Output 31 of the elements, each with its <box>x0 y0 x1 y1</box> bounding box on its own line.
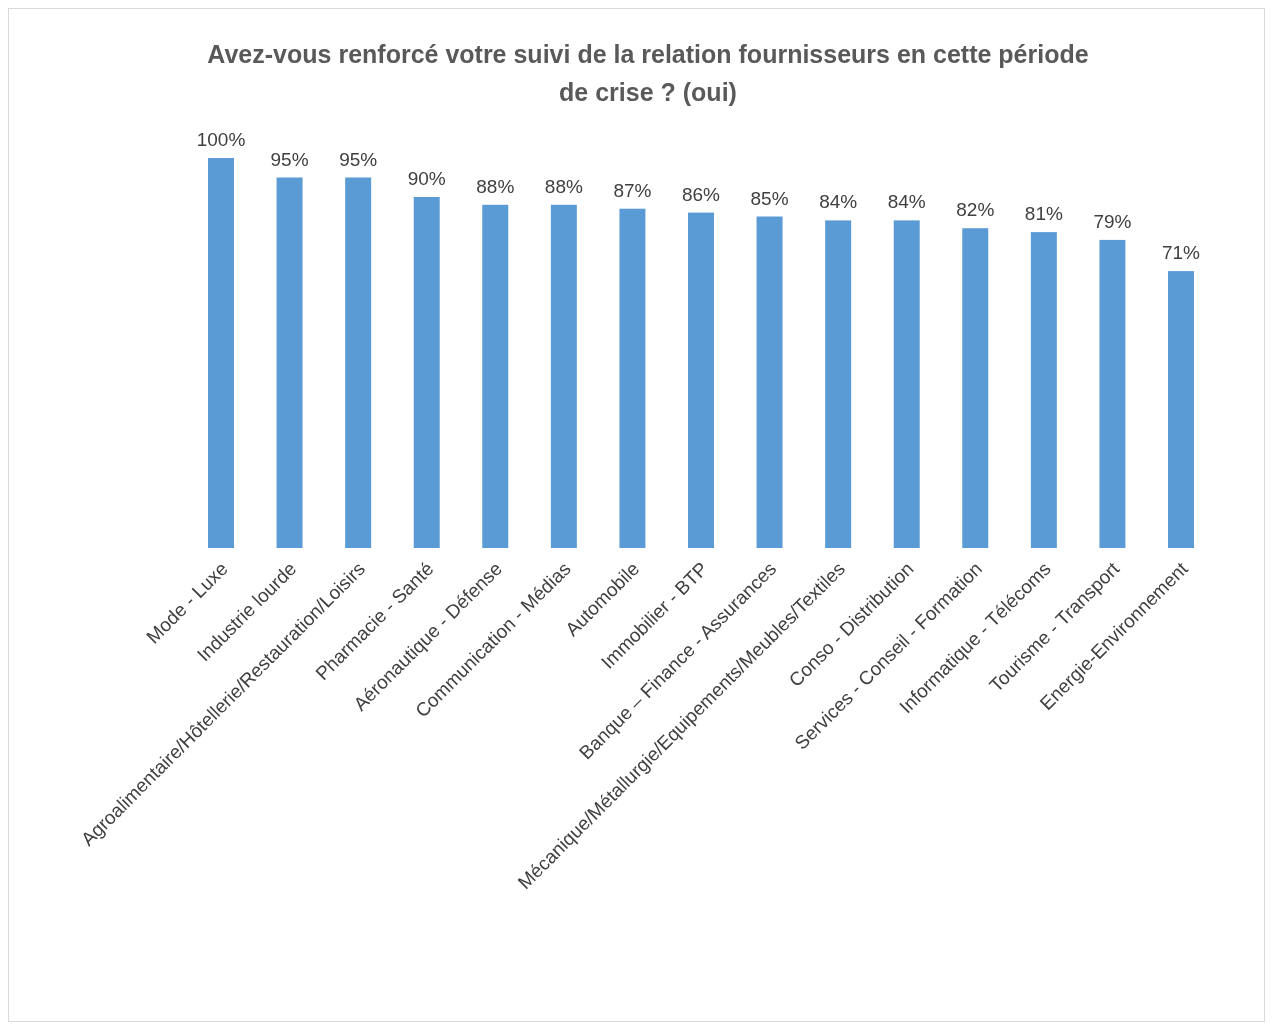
data-label: 90% <box>407 168 446 189</box>
bar <box>619 208 646 548</box>
data-label: 87% <box>613 179 652 201</box>
bar <box>1030 232 1057 548</box>
data-label: 95% <box>270 148 309 170</box>
data-label: 88% <box>476 175 515 197</box>
bar <box>893 220 920 548</box>
data-label: 71% <box>1161 242 1201 264</box>
data-label: 88% <box>544 175 583 197</box>
bar <box>1168 271 1194 548</box>
chart-title: Avez-vous renforcé votre suivi de la relation fournisseurs en cette période de crise ? (oui) <box>207 40 1089 106</box>
data-label: 82% <box>956 199 995 221</box>
bar <box>1099 239 1126 548</box>
data-label: 79% <box>1093 210 1132 232</box>
bar <box>208 158 234 548</box>
bar <box>276 177 303 548</box>
bar <box>688 212 714 548</box>
bar <box>825 220 852 548</box>
data-label: 95% <box>339 148 378 170</box>
bar <box>482 204 509 548</box>
bar <box>756 216 783 548</box>
data-label: 100% <box>196 129 246 150</box>
data-label: 84% <box>819 191 858 213</box>
bar <box>345 177 372 548</box>
data-label: 81% <box>1024 203 1063 225</box>
bar <box>550 204 577 548</box>
bar <box>962 228 989 548</box>
data-label: 86% <box>681 183 721 205</box>
bar <box>413 197 440 548</box>
data-label: 84% <box>887 191 926 213</box>
data-label: 85% <box>750 187 789 209</box>
